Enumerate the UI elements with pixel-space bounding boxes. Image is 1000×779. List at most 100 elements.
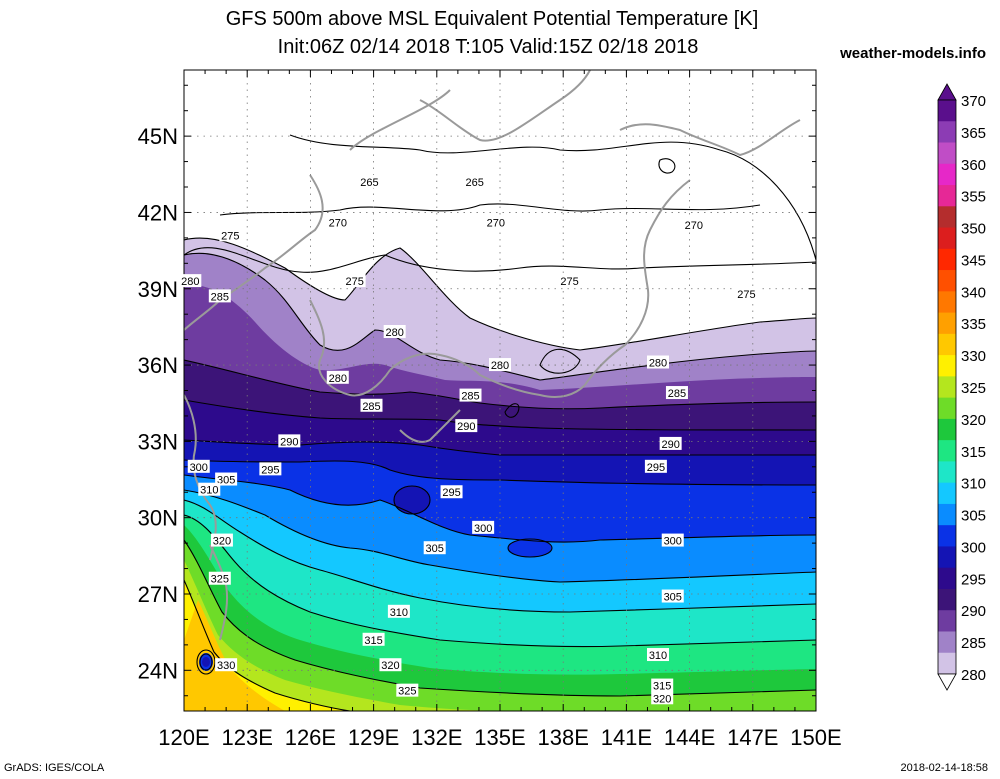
svg-text:295: 295 (442, 487, 460, 499)
colorbar-swatch (938, 418, 956, 441)
contour-label: 305 (661, 589, 684, 604)
lon-label: 150E (790, 725, 841, 750)
contour-label: 310 (387, 604, 410, 619)
colorbar-swatch (938, 355, 956, 377)
colorbar: 370 365 360 355 350 345 340 335 330 325 320 315 310 3… (937, 83, 986, 691)
lon-label: 132E (411, 725, 462, 750)
lat-label: 36N (138, 353, 178, 378)
colorbar-swatch (938, 376, 956, 399)
colorbar-swatch (938, 461, 956, 484)
svg-text:275: 275 (560, 276, 578, 288)
lat-label: 24N (138, 658, 178, 683)
colorbar-label: 285 (961, 635, 986, 652)
colorbar-label: 290 (961, 603, 986, 620)
colorbar-swatch (938, 525, 956, 547)
contour-label: 305 (215, 472, 238, 487)
map-title: GFS 500m above MSL Equivalent Potential … (225, 8, 759, 30)
svg-text:300: 300 (664, 536, 682, 548)
lat-label: 33N (138, 429, 178, 454)
contour-label: 310 (198, 482, 221, 497)
colorbar-label: 295 (961, 571, 986, 588)
colorbar-label: 315 (961, 444, 986, 461)
svg-text:275: 275 (221, 230, 239, 242)
contour-label: 310 (647, 648, 669, 662)
grads-credit: GrADS: IGES/COLA (4, 762, 105, 774)
svg-text:285: 285 (668, 388, 686, 400)
svg-text:280: 280 (385, 327, 403, 339)
svg-text:300: 300 (474, 523, 492, 535)
svg-text:305: 305 (426, 543, 444, 555)
colorbar-swatch (938, 248, 956, 271)
colorbar-label: 370 (961, 93, 986, 110)
svg-text:320: 320 (653, 693, 671, 705)
contour-label: 285 (360, 398, 383, 413)
graticule (184, 70, 816, 711)
colorbar-swatch (938, 270, 956, 292)
svg-text:310: 310 (390, 607, 408, 619)
contour-label: 300 (187, 459, 210, 474)
colorbar-label: 365 (961, 125, 986, 142)
colorbar-top-arrow (937, 83, 957, 101)
lat-label: 45N (138, 124, 178, 149)
colorbar-label: 325 (961, 380, 986, 397)
colorbar-swatch (938, 397, 956, 420)
contour-label: 325 (396, 683, 419, 698)
svg-text:270: 270 (685, 220, 703, 232)
lat-label: 42N (138, 200, 178, 225)
lon-label: 120E (158, 725, 209, 750)
svg-text:310: 310 (649, 650, 667, 662)
contour-label: 305 (423, 541, 446, 555)
contour-label: 315 (651, 678, 674, 693)
axis-labels: 120E 123E 126E 129E 132E 135E 138E 141E 144E 147E… (138, 124, 842, 750)
colorbar-swatch (938, 291, 956, 313)
contour-label: 275 (219, 228, 242, 242)
contour-label: 300 (661, 533, 684, 548)
colorbar-label: 320 (961, 412, 986, 429)
svg-text:280: 280 (491, 360, 509, 372)
colorbar-label: 310 (961, 476, 986, 493)
contour-label: 290 (278, 434, 301, 448)
contour-label: 315 (362, 632, 385, 647)
contour-label: 325 (208, 571, 231, 586)
colorbar-swatch (938, 588, 956, 611)
contour-label: 295 (440, 485, 463, 499)
colorbar-label: 345 (961, 252, 986, 269)
svg-text:290: 290 (661, 439, 679, 451)
svg-text:315: 315 (364, 635, 382, 647)
colorbar-swatch (938, 100, 956, 122)
svg-text:290: 290 (457, 421, 475, 433)
svg-text:285: 285 (362, 401, 380, 413)
colorbar-swatch (938, 333, 956, 356)
contour-label: 270 (326, 215, 349, 230)
site-name: weather-models.info (840, 45, 986, 62)
lat-label: 39N (138, 277, 178, 302)
colorbar-swatch (938, 440, 956, 462)
colorbar-bottom-arrow (937, 673, 957, 691)
contour-label: 300 (472, 520, 495, 535)
svg-text:310: 310 (200, 485, 218, 497)
colorbar-swatch (938, 227, 956, 250)
colorbar-swatch (938, 482, 956, 505)
svg-text:330: 330 (217, 660, 235, 672)
colorbar-label: 305 (961, 508, 986, 525)
lon-label: 135E (474, 725, 525, 750)
colorbar-label: 300 (961, 539, 986, 556)
contour-label: 265 (463, 174, 486, 189)
colorbar-label: 280 (961, 667, 986, 684)
colorbar-label: 355 (961, 189, 986, 206)
contour-label: 280 (326, 370, 349, 385)
map-subtitle: Init:06Z 02/14 2018 T:105 Valid:15Z 02/1… (277, 36, 699, 58)
colorbar-swatch (938, 312, 956, 335)
svg-text:280: 280 (649, 358, 667, 370)
contour-label: 295 (644, 459, 667, 474)
contour-label: 285 (665, 386, 688, 400)
lon-label: 147E (727, 725, 778, 750)
svg-text:305: 305 (664, 592, 682, 604)
svg-text:320: 320 (381, 660, 399, 672)
contour-label: 275 (735, 286, 758, 301)
svg-text:315: 315 (653, 681, 671, 693)
colorbar-label: 340 (961, 284, 986, 301)
lat-label: 30N (138, 506, 178, 531)
lon-label: 123E (222, 725, 273, 750)
